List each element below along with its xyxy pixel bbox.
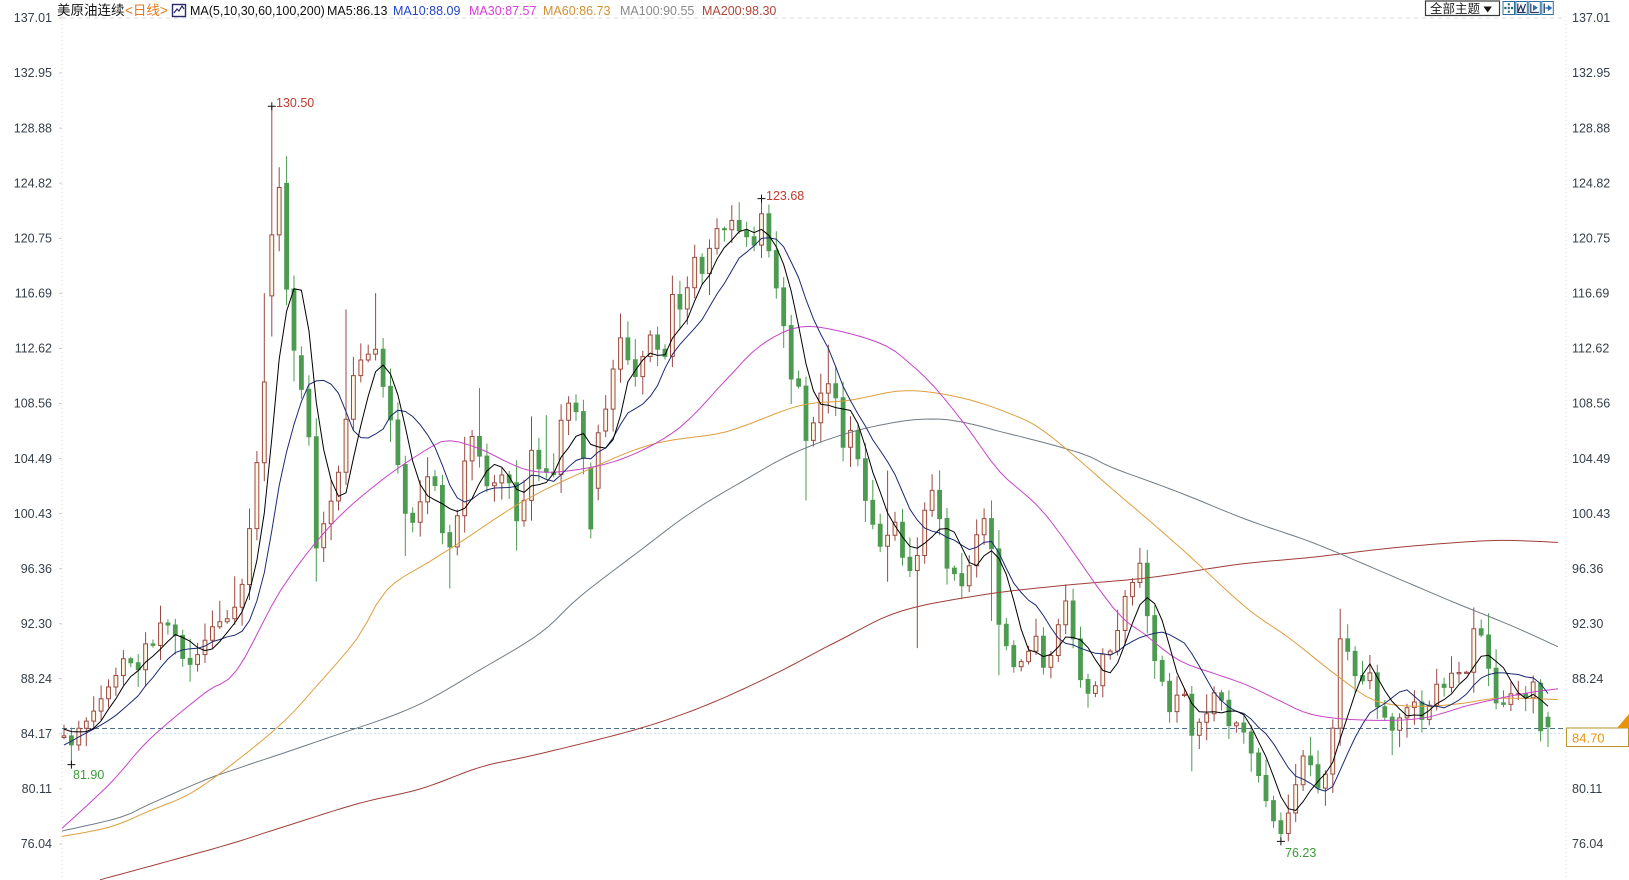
svg-text:全部主题: 全部主题 [1430,1,1481,16]
svg-text:108.56: 108.56 [1572,397,1610,411]
svg-text:88.24: 88.24 [21,672,52,686]
svg-text:130.50: 130.50 [276,96,314,110]
svg-text:124.82: 124.82 [14,176,52,190]
svg-text:100.43: 100.43 [14,507,52,521]
svg-text:MA60:86.73: MA60:86.73 [543,4,610,18]
svg-text:112.62: 112.62 [15,342,52,356]
svg-text:MA100:90.55: MA100:90.55 [620,4,694,18]
svg-text:120.75: 120.75 [1572,232,1610,246]
svg-text:88.24: 88.24 [1572,672,1603,686]
svg-text:80.11: 80.11 [22,782,52,796]
svg-text:76.23: 76.23 [1285,846,1316,860]
svg-text:MA10:88.09: MA10:88.09 [393,4,460,18]
svg-text:128.88: 128.88 [1572,121,1610,135]
svg-text:123.68: 123.68 [766,189,804,203]
svg-text:116.69: 116.69 [1572,287,1609,301]
svg-text:100.43: 100.43 [1572,507,1610,521]
svg-text:<日线>: <日线> [125,3,168,18]
svg-text:132.95: 132.95 [14,66,52,80]
svg-text:MA30:87.57: MA30:87.57 [469,4,536,18]
svg-text:104.49: 104.49 [14,452,52,466]
svg-text:美原油连续: 美原油连续 [57,3,125,18]
svg-text:128.88: 128.88 [14,121,52,135]
svg-text:84.17: 84.17 [21,727,52,741]
svg-text:80.11: 80.11 [1572,782,1602,796]
svg-text:96.36: 96.36 [1572,562,1603,576]
svg-text:96.36: 96.36 [21,562,52,576]
svg-text:104.49: 104.49 [1572,452,1610,466]
svg-text:76.04: 76.04 [21,837,52,851]
svg-text:112.62: 112.62 [1572,342,1609,356]
svg-text:132.95: 132.95 [1572,66,1610,80]
svg-text:81.90: 81.90 [73,768,104,782]
svg-text:124.82: 124.82 [1572,176,1610,190]
svg-text:137.01: 137.01 [1572,11,1610,25]
svg-text:108.56: 108.56 [14,397,52,411]
svg-text:92.30: 92.30 [1572,617,1603,631]
svg-text:MA200:98.30: MA200:98.30 [702,4,776,18]
svg-text:MA5:86.13: MA5:86.13 [327,4,388,18]
svg-text:76.04: 76.04 [1572,837,1603,851]
svg-text:84.70: 84.70 [1572,731,1605,746]
svg-text:116.69: 116.69 [15,287,52,301]
svg-text:137.01: 137.01 [14,11,52,25]
svg-text:92.30: 92.30 [21,617,52,631]
svg-text:120.75: 120.75 [14,232,52,246]
svg-text:MA(5,10,30,60,100,200): MA(5,10,30,60,100,200) [190,4,325,18]
